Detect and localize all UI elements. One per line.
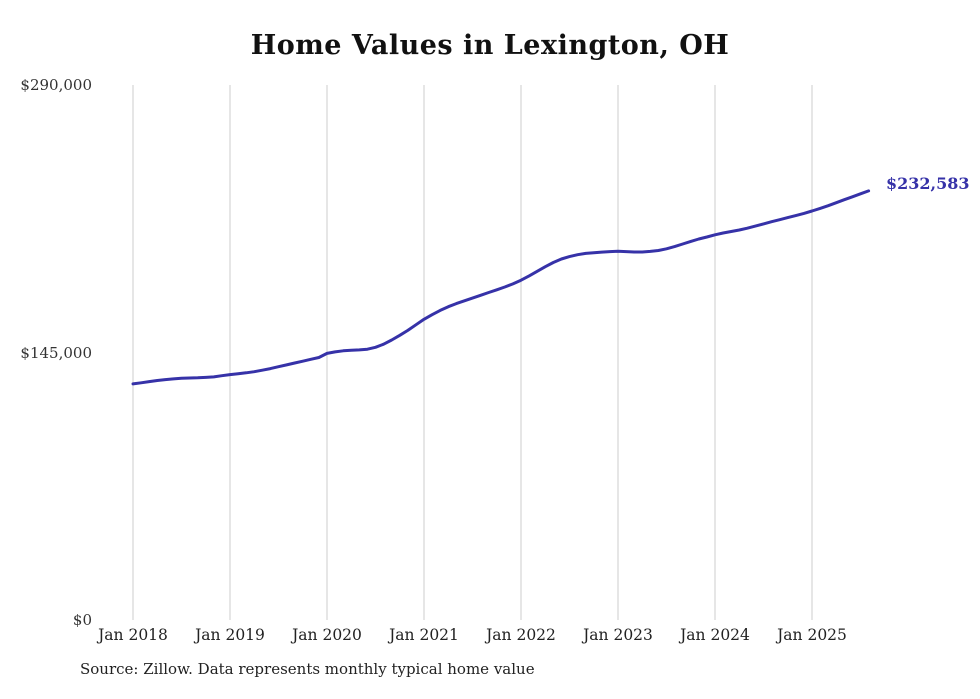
x-axis-tick-jan-2024: Jan 2024 [680, 626, 750, 644]
home-value-line [131, 189, 871, 386]
x-axis-tick-jan-2025: Jan 2025 [777, 626, 847, 644]
y-axis-tick-145000: $145,000 [20, 344, 92, 362]
x-axis-tick-jan-2019: Jan 2019 [195, 626, 265, 644]
x-axis-tick-jan-2020: Jan 2020 [292, 626, 362, 644]
x-axis-tick-jan-2023: Jan 2023 [583, 626, 653, 644]
x-axis-tick-jan-2018: Jan 2018 [98, 626, 168, 644]
y-axis-tick-0: $0 [72, 611, 92, 629]
chart-title: Home Values in Lexington, OH [250, 30, 730, 61]
x-axis-tick-jan-2021: Jan 2021 [389, 626, 459, 644]
y-axis-tick-290000: $290,000 [20, 76, 92, 94]
x-axis-tick-jan-2022: Jan 2022 [486, 626, 556, 644]
source-note: Source: Zillow. Data represents monthly … [80, 660, 535, 678]
latest-value-label: $232,583 [886, 174, 970, 193]
